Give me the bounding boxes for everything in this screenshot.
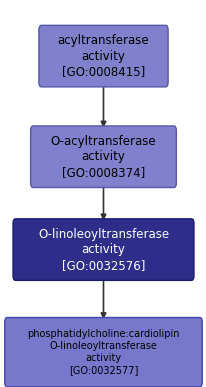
Text: O-acyltransferase
activity
[GO:0008374]: O-acyltransferase activity [GO:0008374] [50, 135, 156, 179]
FancyBboxPatch shape [5, 317, 201, 387]
FancyBboxPatch shape [13, 219, 193, 280]
Text: acyltransferase
activity
[GO:0008415]: acyltransferase activity [GO:0008415] [57, 34, 149, 78]
Text: O-linoleoyltransferase
activity
[GO:0032576]: O-linoleoyltransferase activity [GO:0032… [38, 228, 168, 272]
FancyBboxPatch shape [39, 26, 167, 87]
Text: phosphatidylcholine:cardiolipin
O-linoleoyltransferase
activity
[GO:0032577]: phosphatidylcholine:cardiolipin O-linole… [27, 329, 179, 375]
FancyBboxPatch shape [30, 126, 176, 188]
